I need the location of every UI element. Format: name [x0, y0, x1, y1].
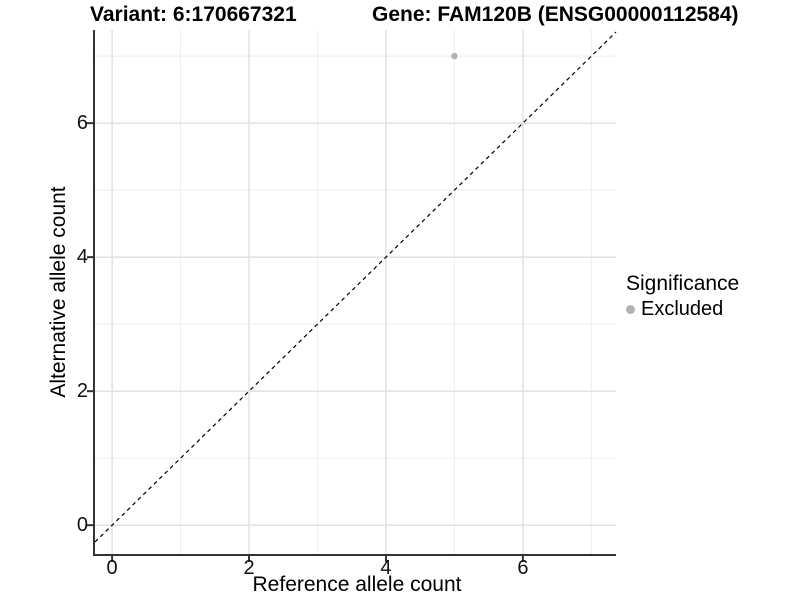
legend-title: Significance	[626, 272, 740, 295]
legend: Significance Excluded	[626, 270, 739, 321]
x-tick-label: 4	[380, 557, 392, 579]
x-axis-title: Reference allele count	[252, 573, 462, 596]
x-tick-label: 6	[517, 557, 529, 579]
legend-item-excluded: Excluded	[626, 298, 739, 321]
y-tick-label: 6	[76, 112, 88, 135]
data-point	[451, 52, 458, 60]
x-tick-label: 0	[106, 557, 118, 579]
plot-title-gene: Gene: FAM120B (ENSG00000112584)	[372, 3, 739, 26]
x-tick-label: 2	[243, 557, 255, 579]
legend-item-label: Excluded	[641, 298, 724, 320]
y-axis-title: Alternative allele count	[47, 186, 70, 398]
plot-title-variant: Variant: 6:170667321	[90, 3, 297, 26]
identity-line	[94, 31, 617, 543]
y-tick-label: 2	[76, 380, 88, 403]
y-tick-label: 0	[76, 514, 88, 537]
y-tick-label: 4	[76, 246, 88, 269]
excluded-point-icon	[626, 305, 635, 314]
